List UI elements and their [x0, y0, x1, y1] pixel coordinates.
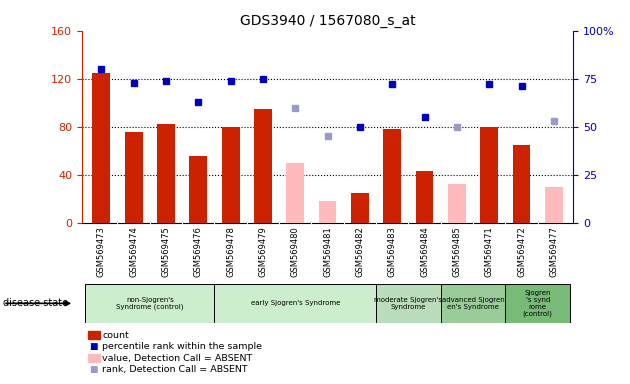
- Text: GSM569474: GSM569474: [129, 226, 138, 276]
- Text: GSM569477: GSM569477: [549, 226, 558, 276]
- Bar: [384, 129, 401, 223]
- Bar: [319, 201, 336, 223]
- Text: GSM569485: GSM569485: [452, 226, 461, 276]
- Text: GSM569483: GSM569483: [387, 226, 397, 276]
- Bar: [222, 127, 239, 223]
- Bar: [85, 284, 214, 323]
- Bar: [416, 171, 433, 223]
- Bar: [513, 145, 530, 223]
- Bar: [545, 187, 563, 223]
- Bar: [448, 184, 466, 223]
- Text: rank, Detection Call = ABSENT: rank, Detection Call = ABSENT: [102, 365, 248, 374]
- Text: early Sjogren's Syndrome: early Sjogren's Syndrome: [251, 300, 340, 306]
- Text: GSM569479: GSM569479: [258, 226, 268, 276]
- Bar: [441, 284, 505, 323]
- Bar: [125, 131, 142, 223]
- Title: GDS3940 / 1567080_s_at: GDS3940 / 1567080_s_at: [240, 14, 415, 28]
- Bar: [254, 109, 272, 223]
- Text: GSM569480: GSM569480: [291, 226, 300, 276]
- Text: disease state: disease state: [3, 298, 68, 308]
- Bar: [376, 284, 441, 323]
- Text: GSM569473: GSM569473: [97, 226, 106, 276]
- Bar: [214, 284, 376, 323]
- Bar: [287, 163, 304, 223]
- Text: GSM569472: GSM569472: [517, 226, 526, 276]
- Text: moderate Sjogren's
Syndrome: moderate Sjogren's Syndrome: [374, 297, 442, 310]
- Bar: [93, 73, 110, 223]
- Text: value, Detection Call = ABSENT: value, Detection Call = ABSENT: [102, 354, 252, 363]
- Text: Sjogren
's synd
rome
(control): Sjogren 's synd rome (control): [523, 290, 553, 317]
- Text: GSM569475: GSM569475: [161, 226, 171, 276]
- Text: advanced Sjogren
en's Syndrome: advanced Sjogren en's Syndrome: [442, 297, 505, 310]
- Text: ■: ■: [89, 365, 98, 374]
- Text: non-Sjogren's
Syndrome (control): non-Sjogren's Syndrome (control): [116, 296, 183, 310]
- Bar: [480, 127, 498, 223]
- Text: ■: ■: [89, 342, 98, 351]
- Text: GSM569482: GSM569482: [355, 226, 364, 276]
- Text: percentile rank within the sample: percentile rank within the sample: [102, 342, 262, 351]
- Text: GSM569471: GSM569471: [484, 226, 494, 276]
- Text: GSM569484: GSM569484: [420, 226, 429, 276]
- Text: count: count: [102, 331, 129, 340]
- Bar: [505, 284, 570, 323]
- Text: GSM569476: GSM569476: [194, 226, 203, 276]
- Text: GSM569481: GSM569481: [323, 226, 332, 276]
- Text: GSM569478: GSM569478: [226, 226, 235, 276]
- Bar: [190, 156, 207, 223]
- Bar: [157, 124, 175, 223]
- Bar: [351, 193, 369, 223]
